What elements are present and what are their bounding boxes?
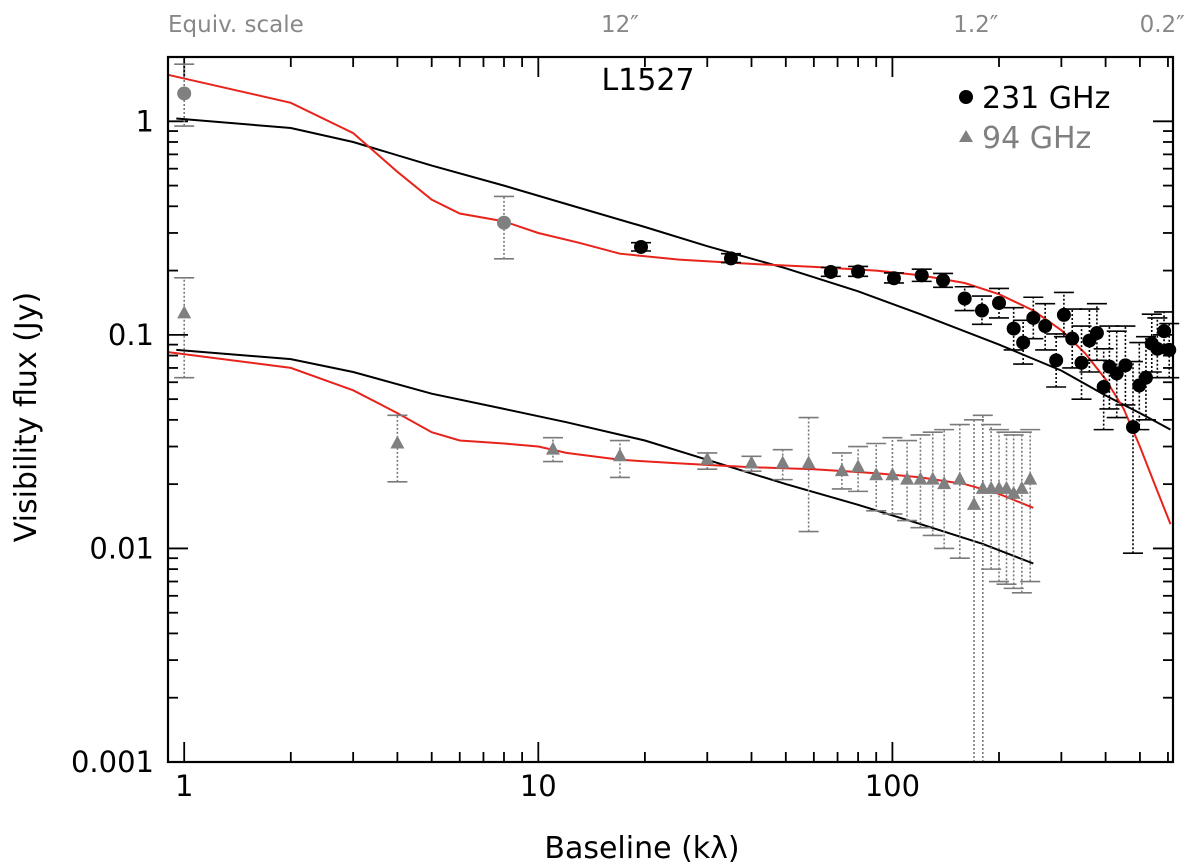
legend: 231 GHz 94 GHz xyxy=(959,81,1110,156)
data-point-94ghz xyxy=(952,471,967,485)
data-point-231ghz xyxy=(1162,342,1177,357)
data-point-94ghz xyxy=(1014,480,1029,494)
plot-frame xyxy=(166,55,1175,764)
data-point-231ghz xyxy=(1118,358,1133,373)
data-point-231ghz xyxy=(823,264,838,279)
data-point-231ghz xyxy=(974,303,989,318)
data-point-94ghz xyxy=(999,480,1014,494)
y-axis-label: Visibility flux (Jy) xyxy=(9,292,44,542)
data-point-231ghz xyxy=(1089,326,1104,341)
axes-ticks xyxy=(167,56,1173,763)
data-point-94ghz xyxy=(1023,471,1038,485)
top-axis-title: Equiv. scale xyxy=(168,12,304,38)
data-point-231ghz xyxy=(1049,353,1064,368)
data-point-231ghz xyxy=(1056,307,1071,322)
data-point-94ghz xyxy=(390,435,405,449)
data-point-94ghz xyxy=(545,441,560,455)
data-point-231ghz xyxy=(1074,355,1089,370)
y-tick-label: 0.1 xyxy=(108,318,154,352)
data-point-231ghz xyxy=(634,239,649,254)
data-point-231ghz xyxy=(914,268,929,283)
data-point-94ghz xyxy=(869,467,884,481)
x-tick-label: 1 xyxy=(175,769,193,803)
data-point-231ghz xyxy=(1138,370,1153,385)
x-axis-label: Baseline (kλ) xyxy=(544,831,739,866)
legend-marker-94ghz xyxy=(959,130,973,142)
model-curve xyxy=(167,73,1172,525)
data-point-231ghz xyxy=(1150,341,1165,356)
top-axis-tick-label: 0.2″ xyxy=(1140,12,1186,38)
model-curves xyxy=(167,73,1172,565)
top-axis-tick-label: 1.2″ xyxy=(953,12,999,38)
legend-label-94ghz: 94 GHz xyxy=(982,121,1091,156)
data-point-231ghz xyxy=(886,271,901,286)
data-point-94ghz xyxy=(801,455,816,469)
data-point-94ghz xyxy=(775,455,790,469)
top-axis-tick-label: 12″ xyxy=(601,12,639,38)
model-curve xyxy=(176,348,1034,565)
x-tick-label: 100 xyxy=(865,769,920,803)
y-tick-label: 0.001 xyxy=(71,745,154,779)
data-point-231ghz xyxy=(1026,310,1041,325)
data-point-231ghz xyxy=(1157,324,1172,339)
data-point-94ghz xyxy=(851,459,866,473)
data-markers xyxy=(177,86,1177,510)
data-point-231ghz xyxy=(1096,379,1111,394)
data-point-231ghz xyxy=(1038,319,1053,334)
data-point-94ghz xyxy=(925,471,940,485)
data-point-231ghz xyxy=(992,295,1007,310)
data-point-94ghz xyxy=(1006,485,1021,499)
data-point-231ghz xyxy=(1006,321,1021,336)
data-point-231ghz xyxy=(723,251,738,266)
chart-title: L1527 xyxy=(601,63,694,98)
data-point-231ghz xyxy=(957,291,972,306)
data-point-94ghz xyxy=(834,463,849,477)
legend-marker-231ghz xyxy=(959,90,973,104)
y-tick-label: 1 xyxy=(136,104,154,138)
data-point-231ghz xyxy=(851,264,866,279)
data-point-231ghz xyxy=(936,273,951,288)
legend-label-231ghz: 231 GHz xyxy=(982,81,1110,116)
error-bars xyxy=(174,63,1180,763)
data-point-94ghz xyxy=(967,496,982,510)
y-tick-label: 0.01 xyxy=(89,531,154,565)
data-point-94ghz xyxy=(937,476,952,490)
data-point-231ghz xyxy=(177,86,192,101)
data-point-231ghz xyxy=(1016,335,1031,350)
data-point-231ghz xyxy=(1065,331,1080,346)
data-point-231ghz xyxy=(1125,420,1140,435)
data-point-94ghz xyxy=(612,448,627,462)
data-point-94ghz xyxy=(913,471,928,485)
data-point-94ghz xyxy=(885,467,900,481)
model-curve xyxy=(176,117,1171,431)
model-curve xyxy=(167,351,1034,509)
x-tick-label: 10 xyxy=(520,769,557,803)
data-point-94ghz xyxy=(900,471,915,485)
tick-labels: 1 10 100 0.001 0.01 0.1 1 12″ 1.2″ 0.2″ xyxy=(71,12,1185,803)
data-point-94ghz xyxy=(700,451,715,465)
data-point-94ghz xyxy=(177,305,192,319)
data-point-94ghz xyxy=(744,455,759,469)
data-point-231ghz xyxy=(496,215,511,230)
